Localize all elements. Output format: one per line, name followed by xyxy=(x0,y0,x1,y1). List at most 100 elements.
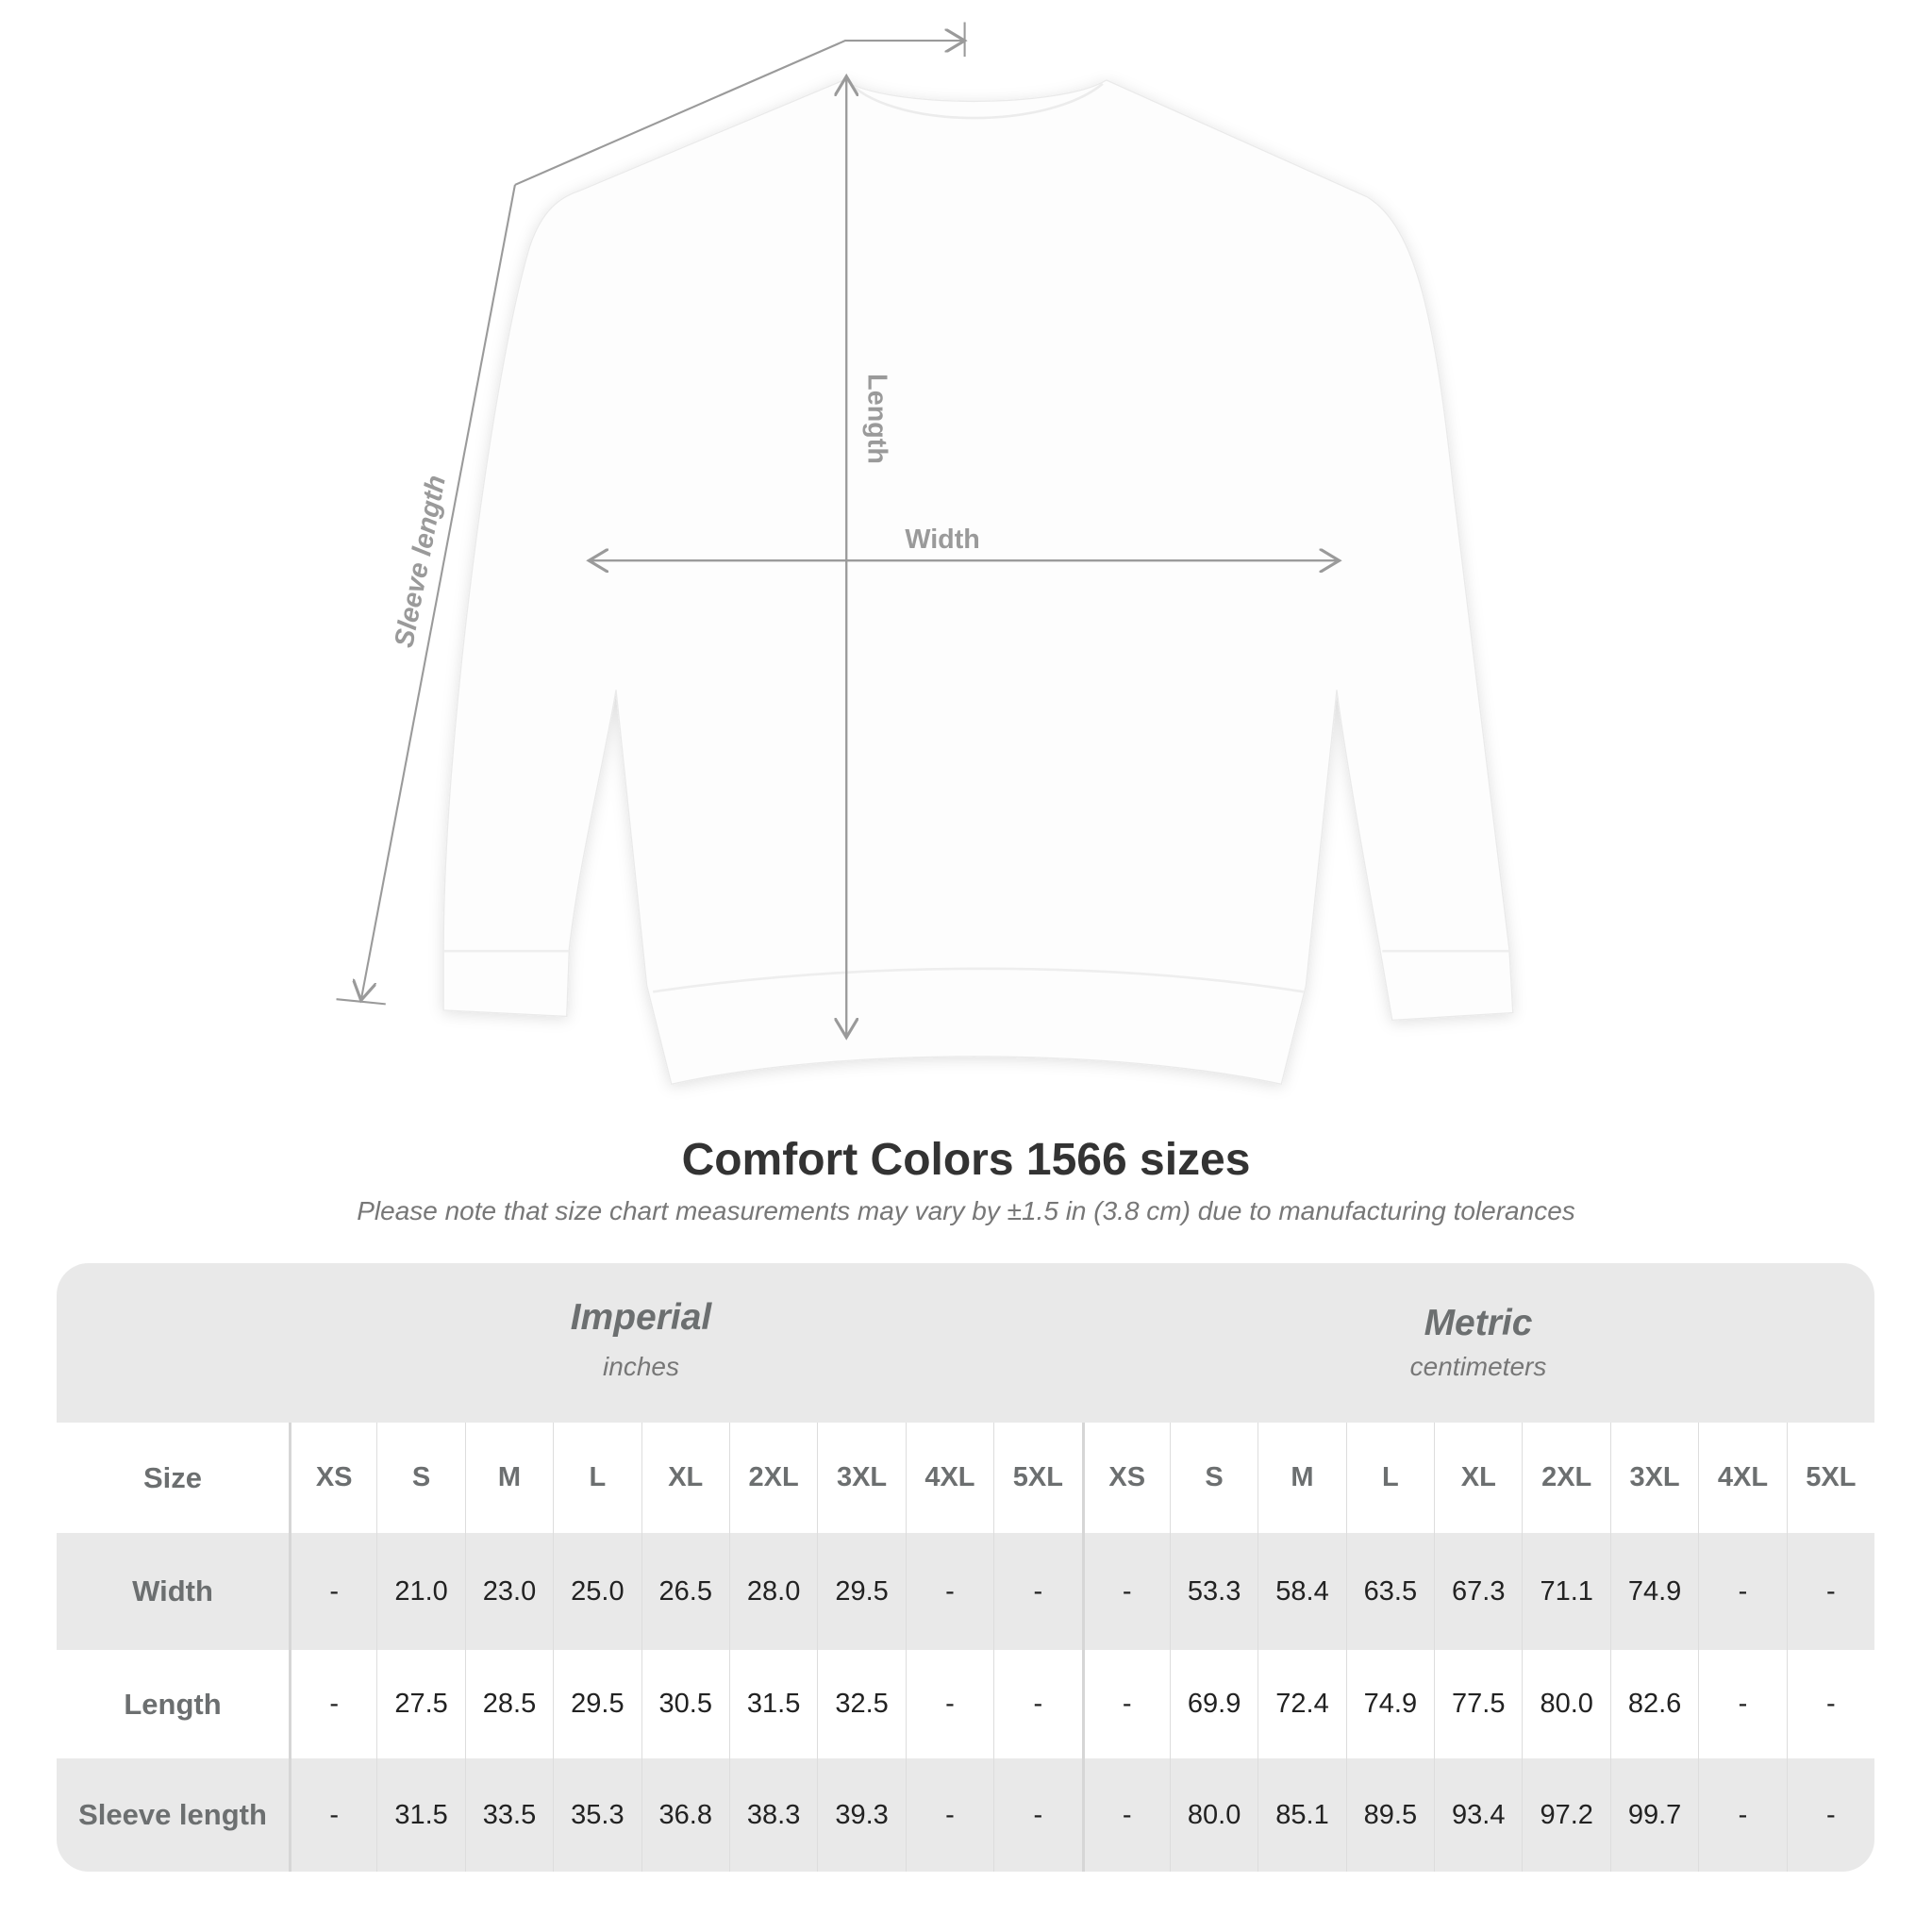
value-cell: 39.3 xyxy=(817,1758,905,1872)
sleeve-line xyxy=(361,184,516,1001)
value-cell: 72.4 xyxy=(1257,1650,1345,1758)
row-label: Size xyxy=(142,1460,203,1494)
sleeve-length-label: Sleeve length xyxy=(389,473,452,650)
size-header-cell: 4XL xyxy=(1698,1423,1786,1533)
size-header-cell: 3XL xyxy=(817,1423,905,1533)
sweatshirt-diagram: Width Length Sleeve length xyxy=(336,22,1514,1086)
neckline xyxy=(849,82,1104,120)
value-cell: 53.3 xyxy=(1169,1533,1257,1650)
units-header: Imperial inches Metric centimeters xyxy=(57,1263,1874,1423)
value-cell: 29.5 xyxy=(553,1650,641,1758)
value-cell: 32.5 xyxy=(817,1650,905,1758)
value-cell: 27.5 xyxy=(376,1650,464,1758)
value-cell: 23.0 xyxy=(464,1533,553,1650)
table-row: Length -27.5 28.5 29.5 30.5 31.5 32.5- - -69.9 72… xyxy=(57,1650,1874,1758)
value-cell: - xyxy=(993,1758,1081,1872)
value-cell: 38.3 xyxy=(728,1758,817,1872)
size-header-cell: S xyxy=(376,1423,464,1533)
size-header-cell: XL xyxy=(641,1423,729,1533)
metric-header: Metric centimeters xyxy=(1082,1303,1874,1382)
value-cell: - xyxy=(1081,1533,1170,1650)
value-cell: - xyxy=(993,1650,1081,1758)
value-cell: 28.5 xyxy=(464,1650,553,1758)
sleeve-line-top xyxy=(514,41,965,186)
size-header-cell: 2XL xyxy=(728,1423,817,1533)
value-cell: 80.0 xyxy=(1522,1650,1609,1758)
value-cell: - xyxy=(1698,1533,1786,1650)
imperial-header: Imperial inches xyxy=(289,1297,993,1382)
metric-title: Metric xyxy=(1424,1303,1533,1343)
value-cell: 25.0 xyxy=(553,1533,641,1650)
value-cell: 36.8 xyxy=(641,1758,729,1872)
table-row: Sleeve length -31.5 33.5 35.3 36.8 38.3 39.3- -… xyxy=(57,1758,1874,1872)
size-header-cell: XL xyxy=(1434,1423,1522,1533)
value-cell: 89.5 xyxy=(1345,1758,1434,1872)
size-table: Imperial inches Metric centimeters Size X… xyxy=(57,1263,1874,1872)
value-cell: 58.4 xyxy=(1257,1533,1345,1650)
size-header-cell: L xyxy=(1345,1423,1434,1533)
value-cell: 82.6 xyxy=(1609,1650,1698,1758)
value-cell: - xyxy=(1786,1533,1874,1650)
row-label: Width xyxy=(132,1574,213,1607)
page-title: Comfort Colors 1566 sizes xyxy=(681,1135,1251,1185)
size-header-cell: M xyxy=(464,1423,553,1533)
size-header-cell: XS xyxy=(1081,1423,1170,1533)
value-cell: - xyxy=(289,1650,376,1758)
value-cell: 74.9 xyxy=(1345,1650,1434,1758)
value-cell: 33.5 xyxy=(464,1758,553,1872)
value-cell: 80.0 xyxy=(1169,1758,1257,1872)
value-cell: - xyxy=(1081,1650,1170,1758)
value-cell: 31.5 xyxy=(376,1758,464,1872)
value-cell: 71.1 xyxy=(1522,1533,1609,1650)
value-cell: - xyxy=(1081,1758,1170,1872)
size-header-cell: 5XL xyxy=(993,1423,1081,1533)
size-header-cell: 2XL xyxy=(1522,1423,1609,1533)
value-cell: 74.9 xyxy=(1609,1533,1698,1650)
size-header-cell: L xyxy=(553,1423,641,1533)
value-cell: - xyxy=(1698,1758,1786,1872)
width-label: Width xyxy=(905,525,979,555)
value-cell: 99.7 xyxy=(1609,1758,1698,1872)
imperial-unit: inches xyxy=(603,1352,679,1381)
row-label: Sleeve length xyxy=(78,1798,267,1831)
value-cell: 85.1 xyxy=(1257,1758,1345,1872)
size-header-cell: M xyxy=(1257,1423,1345,1533)
value-cell: - xyxy=(289,1533,376,1650)
size-header-cell: S xyxy=(1169,1423,1257,1533)
value-cell: 35.3 xyxy=(553,1758,641,1872)
value-cell: 31.5 xyxy=(728,1650,817,1758)
value-cell: 63.5 xyxy=(1345,1533,1434,1650)
size-header-cell: 4XL xyxy=(905,1423,993,1533)
value-cell: 29.5 xyxy=(817,1533,905,1650)
sleeve-tick-bottom xyxy=(336,998,386,1006)
value-cell: 77.5 xyxy=(1434,1650,1522,1758)
value-cell: - xyxy=(993,1533,1081,1650)
metric-unit: centimeters xyxy=(1409,1352,1547,1381)
value-cell: 26.5 xyxy=(641,1533,729,1650)
hem-line xyxy=(652,967,1304,993)
length-label: Length xyxy=(862,374,892,464)
value-cell: 69.9 xyxy=(1169,1650,1257,1758)
size-header-cell: 5XL xyxy=(1786,1423,1874,1533)
value-cell: - xyxy=(905,1533,993,1650)
tolerance-note: Please note that size chart measurements… xyxy=(357,1196,1575,1225)
value-cell: - xyxy=(1698,1650,1786,1758)
value-cell: - xyxy=(905,1650,993,1758)
value-cell: - xyxy=(289,1758,376,1872)
size-header-row: Size XS S M L XL 2XL 3XL 4XL 5XL XS S M L XL 2XL 3XL 4XL 5… xyxy=(57,1423,1874,1533)
imperial-title: Imperial xyxy=(570,1297,712,1338)
table-row: Width -21.0 23.0 25.0 26.5 28.0 29.5- - -53.3 58.… xyxy=(57,1533,1874,1650)
value-cell: 67.3 xyxy=(1434,1533,1522,1650)
value-cell: 21.0 xyxy=(376,1533,464,1650)
value-cell: - xyxy=(1786,1758,1874,1872)
value-cell: 28.0 xyxy=(728,1533,817,1650)
value-cell: 30.5 xyxy=(641,1650,729,1758)
value-cell: 97.2 xyxy=(1522,1758,1609,1872)
row-label: Length xyxy=(124,1687,222,1721)
size-header-cell: XS xyxy=(289,1423,376,1533)
size-header-cell: 3XL xyxy=(1609,1423,1698,1533)
sweatshirt-body xyxy=(442,79,1514,1086)
value-cell: - xyxy=(905,1758,993,1872)
value-cell: - xyxy=(1786,1650,1874,1758)
value-cell: 93.4 xyxy=(1434,1758,1522,1872)
